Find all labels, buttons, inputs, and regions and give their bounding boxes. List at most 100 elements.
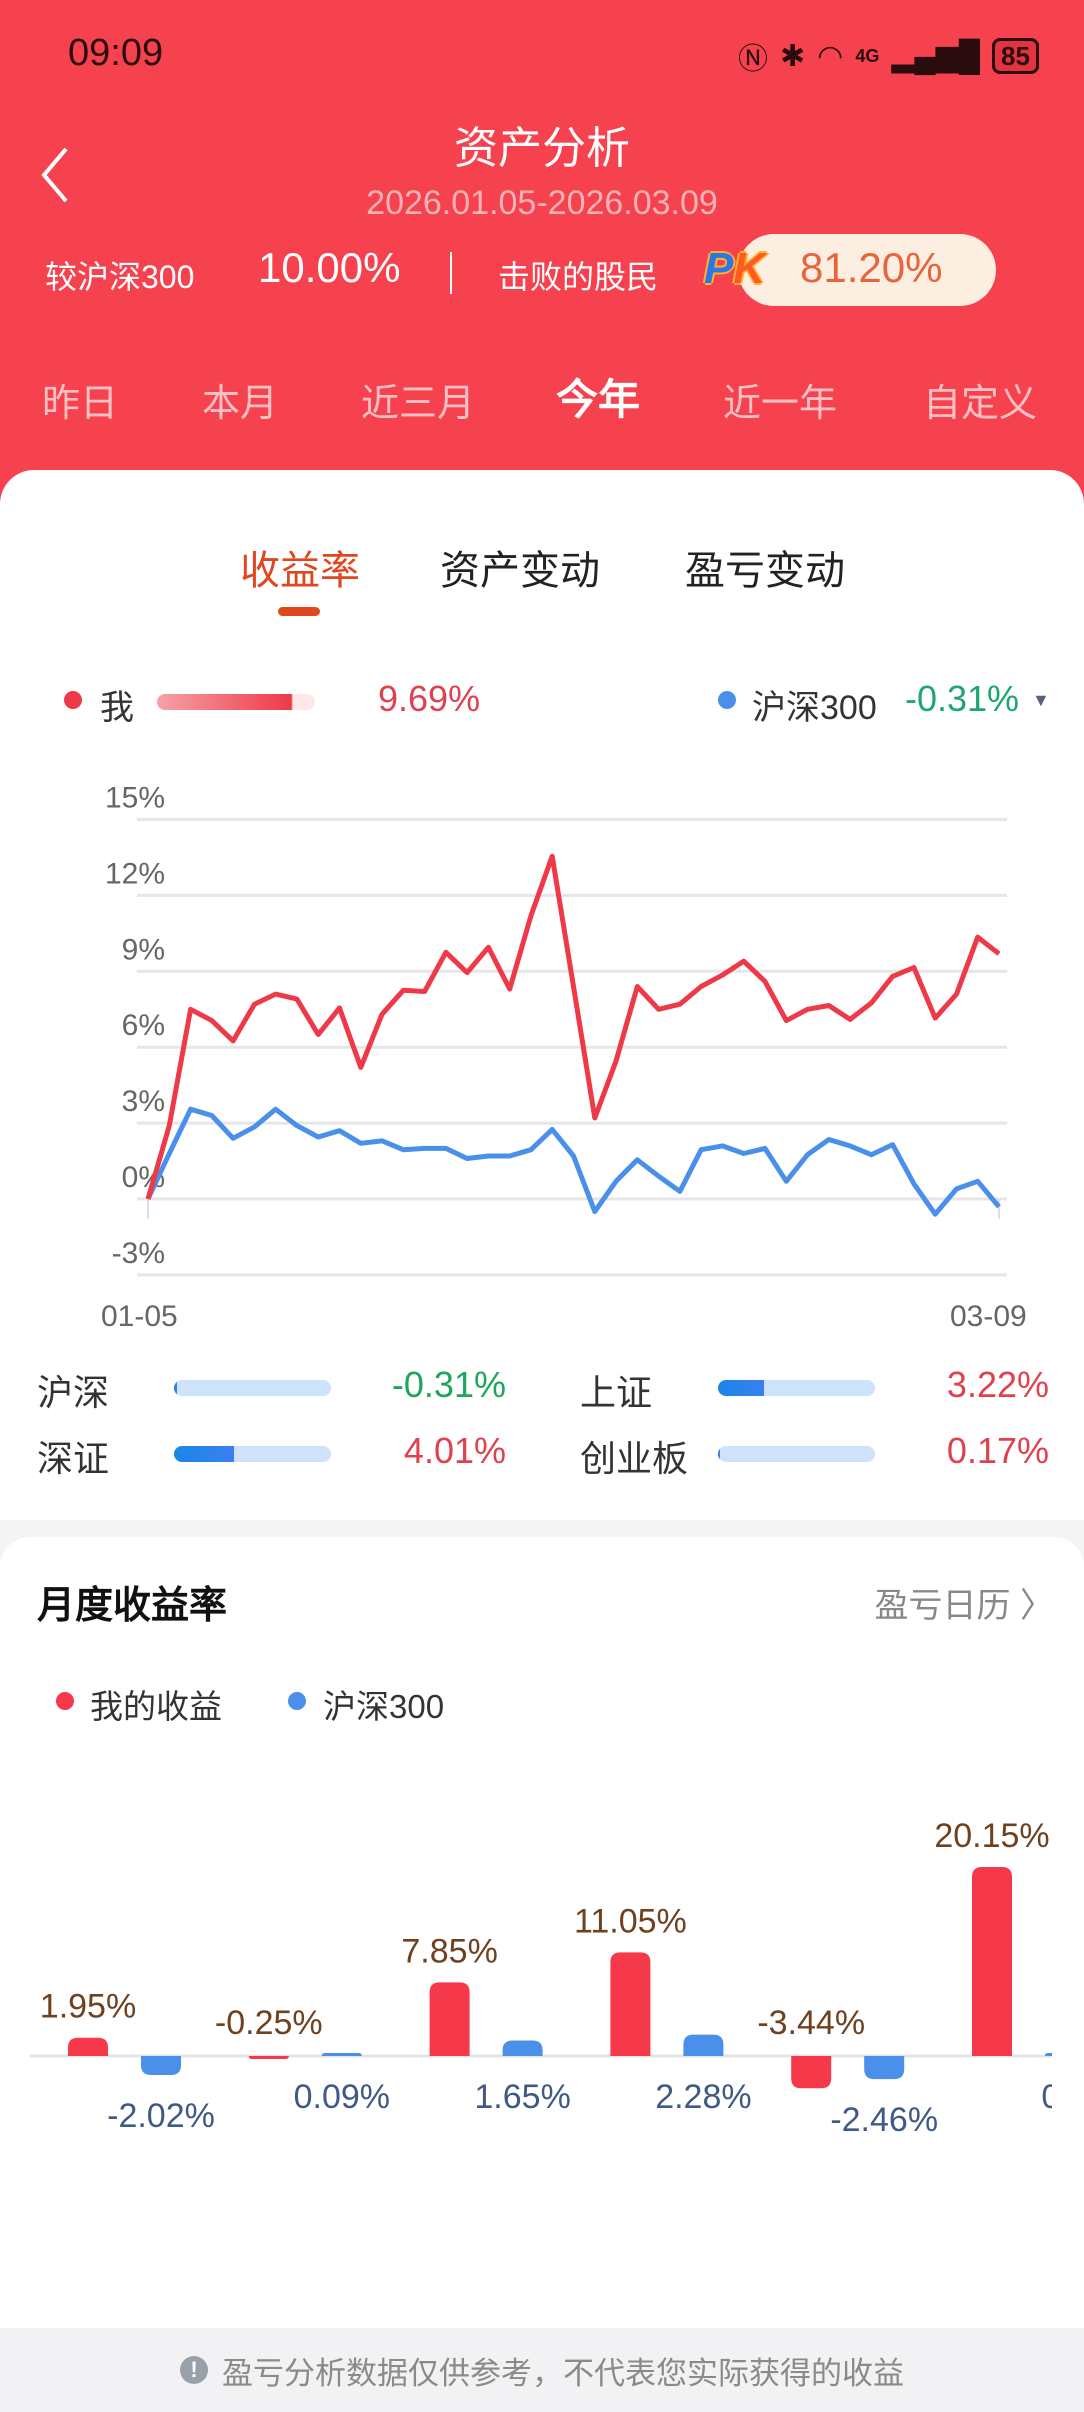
index-label: 沪深 — [37, 1372, 110, 1413]
sub-tab[interactable]: 资产变动 — [440, 549, 600, 593]
monthly-me-dot — [56, 1692, 74, 1710]
index-label: 创业板 — [580, 1438, 689, 1479]
y-tick-label: 15% — [105, 782, 165, 815]
wifi-icon: ◠ — [817, 39, 844, 73]
calendar-link-label: 盈亏日历 — [874, 1587, 1011, 1625]
nfc-icon: Ⓝ — [738, 43, 768, 76]
me-legend-label: 我 — [100, 689, 134, 727]
index-label: 上证 — [580, 1372, 653, 1413]
bar-my-return — [791, 2056, 832, 2089]
compare-label: 较沪深300 — [45, 259, 195, 295]
range-tab[interactable]: 今年 — [555, 376, 641, 423]
info-icon: ! — [180, 2356, 208, 2384]
bluetooth-icon: ✱ — [780, 39, 806, 73]
bar-hs300 — [502, 2040, 543, 2056]
index-value: -0.31% — [391, 1364, 506, 1405]
pk-badge-icon: PK — [704, 244, 766, 293]
monthly-me-label: 我的收益 — [90, 1688, 222, 1725]
range-tab[interactable]: 昨日 — [41, 383, 119, 425]
bar-label-hs300: 1.65% — [474, 2078, 570, 2116]
index-bar-fill — [174, 1380, 178, 1396]
y-tick-label: -3% — [112, 1237, 165, 1270]
bar-hs300 — [321, 2053, 362, 2056]
bar-label-hs300: -2.46% — [830, 2101, 938, 2139]
bar-label-my-return: 7.85% — [401, 1932, 497, 1970]
beat-label: 击败的股民 — [498, 259, 659, 295]
bar-hs300 — [141, 2056, 181, 2075]
bar-hs300 — [864, 2056, 905, 2080]
bench-legend-label: 沪深300 — [752, 689, 877, 727]
bar-hs300 — [1045, 2053, 1052, 2056]
back-icon[interactable] — [36, 145, 76, 205]
index-bar — [718, 1446, 875, 1462]
active-tab-indicator — [278, 607, 320, 616]
me-legend-dot — [64, 691, 82, 709]
line-chart: 15%12%9%6%3%0%-3% — [105, 782, 1007, 1277]
network-type: 4G — [855, 45, 880, 66]
disclaimer-text: 盈亏分析数据仅供参考，不代表您实际获得的收益 — [222, 2355, 904, 2391]
chevron-right-icon: 〉 — [1020, 1587, 1054, 1625]
series-line-hs300 — [145, 1106, 1001, 1217]
index-bar-fill — [718, 1446, 721, 1462]
bar-label-my-return: 11.05% — [574, 1902, 687, 1940]
range-tab[interactable]: 本月 — [201, 383, 279, 425]
monthly-bench-dot — [288, 1692, 306, 1710]
beat-value: 81.20% — [800, 244, 943, 291]
compare-value: 10.00% — [258, 244, 401, 291]
index-bar — [174, 1380, 331, 1396]
monthly-bar-chart: 1.95% -0.25% 7.85% 11.05% -3.44% 20.15% -2.02%… — [30, 1817, 1052, 2139]
status-time: 09:09 — [68, 32, 164, 74]
bar-label-hs300: 0.0 — [1041, 2078, 1052, 2116]
pk-pill[interactable] — [738, 234, 996, 306]
range-tab[interactable]: 近三月 — [360, 383, 476, 425]
bar-label-my-return: 20.15% — [934, 1817, 1049, 1855]
index-value: 4.01% — [403, 1430, 506, 1471]
disclaimer-footer: ! 盈亏分析数据仅供参考，不代表您实际获得的收益 — [0, 2328, 1084, 2412]
bar-my-return — [972, 1866, 1012, 2056]
index-label: 深证 — [37, 1438, 110, 1479]
status-icons: Ⓝ ✱ ◠ 4G ▂▄▆█ 85 — [738, 34, 1039, 78]
bar-label-hs300: -2.02% — [107, 2097, 215, 2135]
returns-card — [0, 470, 1084, 1520]
y-tick-label: 9% — [122, 933, 165, 966]
monthly-card — [0, 1537, 1084, 2412]
calendar-link[interactable]: 盈亏日历 〉 — [875, 1578, 1054, 1627]
benchmark-dropdown-icon[interactable]: ▼ — [1032, 690, 1050, 710]
y-tick-label: 12% — [105, 857, 165, 890]
bench-legend-dot — [718, 691, 736, 709]
monthly-title: 月度收益率 — [37, 1585, 228, 1627]
range-tab[interactable]: 自定义 — [922, 383, 1038, 425]
index-bar — [174, 1446, 331, 1462]
index-bar-fill — [718, 1380, 764, 1396]
signal-icon: ▂▄▆█ — [891, 39, 980, 73]
bar-my-return — [429, 1982, 470, 2056]
date-range: 2026.01.05-2026.03.09 — [366, 184, 718, 222]
monthly-bench-label: 沪深300 — [323, 1688, 445, 1725]
bar-label-hs300: 2.28% — [655, 2078, 751, 2116]
bar-label-hs300: 0.09% — [294, 2078, 390, 2116]
bar-my-return — [248, 2056, 289, 2059]
me-legend-bar — [157, 694, 315, 710]
bar-label-my-return: 1.95% — [40, 1988, 136, 2026]
index-value: 0.17% — [946, 1430, 1049, 1471]
bar-label-my-return: -3.44% — [757, 2004, 865, 2042]
index-bar-fill — [174, 1446, 234, 1462]
range-tab[interactable]: 近一年 — [722, 383, 838, 425]
bar-my-return — [610, 1952, 651, 2056]
x-tick-start: 01-05 — [101, 1300, 178, 1333]
page-title: 资产分析 — [454, 124, 630, 173]
y-tick-label: 6% — [122, 1009, 165, 1042]
divider — [450, 252, 452, 294]
y-tick-label: 3% — [122, 1085, 165, 1118]
bar-my-return — [68, 2037, 108, 2056]
bar-hs300 — [683, 2034, 724, 2056]
bench-value: -0.31% — [905, 678, 1020, 719]
me-value: 9.69% — [378, 678, 481, 719]
index-value: 3.22% — [946, 1364, 1049, 1405]
bar-label-my-return: -0.25% — [215, 2004, 323, 2042]
sub-tab[interactable]: 收益率 — [240, 549, 360, 593]
x-tick-end: 03-09 — [950, 1300, 1027, 1333]
battery-icon: 85 — [992, 38, 1039, 74]
sub-tab[interactable]: 盈亏变动 — [685, 549, 845, 593]
index-bar — [718, 1380, 875, 1396]
